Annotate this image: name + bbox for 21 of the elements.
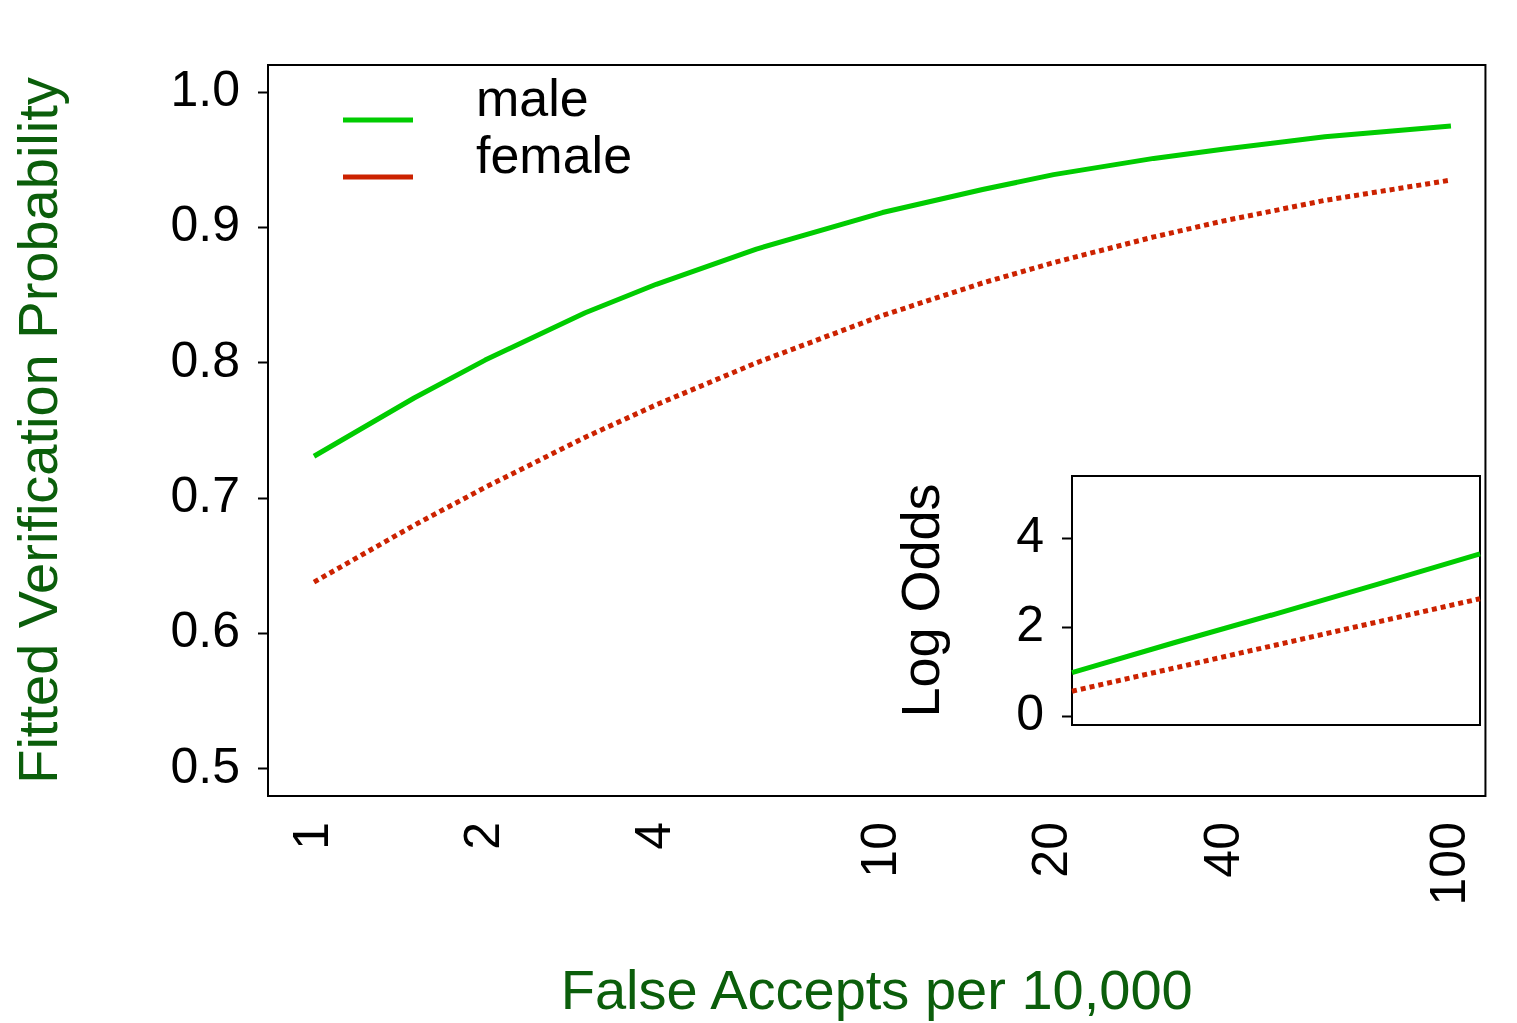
x-tick-label: 40	[1193, 822, 1250, 878]
y-tick-label: 0.5	[170, 737, 240, 794]
x-axis-title: False Accepts per 10,000	[560, 957, 1193, 1021]
y-tick-label: 0.7	[170, 466, 240, 523]
y-tick-label: 0.9	[170, 196, 240, 253]
x-tick-label: 4	[625, 822, 682, 850]
y-tick-label: 0.6	[170, 602, 240, 659]
y-tick-label: 2	[1016, 595, 1044, 652]
y-tick-label: 0	[1016, 684, 1044, 741]
y-tick-label: 4	[1016, 507, 1044, 564]
x-tick-label: 1	[282, 822, 339, 850]
legend-label: female	[476, 126, 633, 185]
y-axis-title: Fitted Verification Probability	[6, 77, 70, 784]
legend-label: male	[476, 69, 589, 128]
y-axis-title: Log Odds	[890, 483, 951, 718]
x-tick-label: 10	[851, 822, 908, 878]
x-tick-label: 2	[453, 822, 510, 850]
y-tick-label: 1.0	[170, 60, 240, 117]
x-tick-label: 100	[1419, 822, 1476, 906]
x-tick-label: 20	[1022, 822, 1079, 878]
y-tick-label: 0.8	[170, 331, 240, 388]
